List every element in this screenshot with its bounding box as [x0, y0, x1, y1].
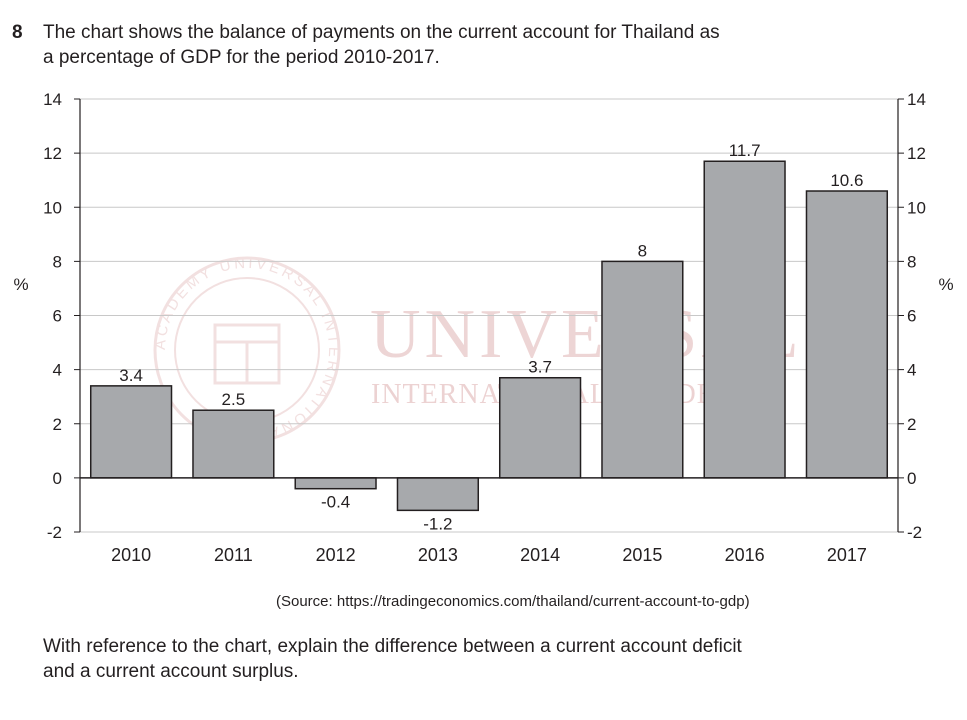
y-tick-label-right: 14	[907, 90, 926, 109]
y-tick-label-left: 8	[53, 252, 62, 271]
data-label-2013: -1.2	[423, 514, 452, 533]
bar-2013	[396, 477, 480, 512]
question-prompt-line-1: With reference to the chart, explain the…	[43, 636, 742, 657]
y-tick-label-left: 12	[43, 144, 62, 163]
y-tick-label-right: 6	[907, 307, 916, 326]
y-tick-label-left: 14	[43, 90, 62, 109]
y-tick-label-left: 10	[43, 198, 62, 217]
y-tick-label-left: 0	[53, 469, 62, 488]
y-tick-label-right: 10	[907, 198, 926, 217]
data-label-2017: 10.6	[830, 171, 863, 190]
question-text-line-2: a percentage of GDP for the period 2010-…	[43, 47, 440, 68]
data-label-2010: 3.4	[119, 366, 143, 385]
bar-2012	[294, 477, 377, 490]
bar-chart: ACADEMY UNIVERSAL INTERNATIONAL UNIVERSA…	[13, 90, 953, 565]
question-text: The chart shows the balance of payments …	[43, 20, 843, 70]
source-citation: (Source: https://tradingeconomics.com/th…	[276, 593, 750, 610]
data-label-2012: -0.4	[321, 493, 350, 512]
x-tick-label-2016: 2016	[725, 545, 765, 565]
y-tick-label-left: -2	[47, 523, 62, 542]
chart-area: ACADEMY UNIVERSAL INTERNATIONAL UNIVERSA…	[0, 80, 967, 580]
y-tick-label-right: 4	[907, 361, 916, 380]
labels: -2 -2 0 0 2 2 4 4 6 6 8 8 10 10 12 12 14 14 3.4 2010 2.5 2011…	[43, 90, 926, 565]
y-tick-label-right: 8	[907, 252, 916, 271]
y-tick-label-right: 12	[907, 144, 926, 163]
data-label-2014: 3.7	[528, 358, 552, 377]
bar-2015	[601, 260, 684, 479]
axes	[74, 98, 904, 533]
y-tick-label-left: 4	[53, 361, 62, 380]
y-axis-label-left: %	[13, 275, 28, 294]
bar-2016	[703, 160, 786, 479]
data-label-2011: 2.5	[222, 390, 246, 409]
x-tick-label-2013: 2013	[418, 545, 458, 565]
data-label-2016: 11.7	[729, 141, 761, 160]
bar-2011	[192, 409, 275, 479]
bar-2014	[498, 376, 582, 479]
x-tick-label-2010: 2010	[111, 545, 151, 565]
x-tick-label-2015: 2015	[622, 545, 662, 565]
x-tick-label-2012: 2012	[316, 545, 356, 565]
x-tick-label-2011: 2011	[214, 545, 253, 565]
data-label-2015: 8	[638, 241, 647, 260]
bar-2017	[805, 190, 889, 479]
question-prompt-line-2: and a current account surplus.	[43, 661, 299, 682]
y-tick-label-right: 2	[907, 415, 916, 434]
bars	[89, 160, 889, 512]
x-tick-label-2014: 2014	[520, 545, 560, 565]
y-tick-label-left: 6	[53, 307, 62, 326]
y-tick-label-right: -2	[907, 523, 922, 542]
y-axis-label-right: %	[938, 275, 953, 294]
bar-2010	[89, 385, 173, 479]
y-tick-label-left: 2	[53, 415, 62, 434]
question-prompt: With reference to the chart, explain the…	[43, 634, 903, 684]
question-text-line-1: The chart shows the balance of payments …	[43, 22, 720, 43]
y-tick-label-right: 0	[907, 469, 916, 488]
x-tick-label-2017: 2017	[827, 545, 867, 565]
question-number: 8	[12, 22, 23, 43]
